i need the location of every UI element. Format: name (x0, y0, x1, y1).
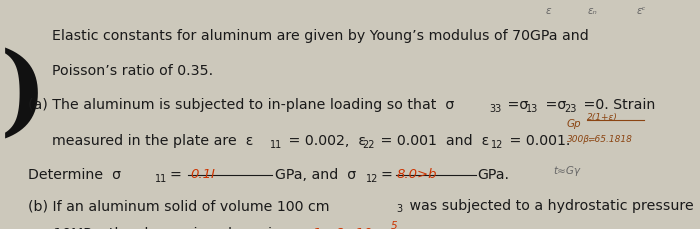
Text: (b) If an aluminum solid of volume 100 cm: (b) If an aluminum solid of volume 100 c… (28, 199, 330, 213)
Text: =65.1818: =65.1818 (587, 135, 631, 144)
Text: 13: 13 (526, 104, 539, 114)
Text: cm: cm (447, 227, 468, 229)
Text: =σ: =σ (541, 98, 566, 112)
Text: =: = (381, 168, 398, 182)
Text: 23: 23 (564, 104, 577, 114)
Text: = 0.002,  ε: = 0.002, ε (284, 134, 365, 148)
Text: 11: 11 (155, 174, 167, 184)
Text: measured in the plate are  ε: measured in the plate are ε (52, 134, 254, 148)
Text: GPa, and  σ: GPa, and σ (275, 168, 356, 182)
Text: 22: 22 (363, 140, 375, 150)
Text: 11: 11 (270, 140, 281, 150)
Text: Gp: Gp (567, 119, 582, 129)
Text: was subjected to a hydrostatic pressure: was subjected to a hydrostatic pressure (405, 199, 694, 213)
Text: 12: 12 (367, 174, 379, 184)
Text: (a) The aluminum is subjected to in-plane loading so that  σ: (a) The aluminum is subjected to in-plan… (28, 98, 454, 112)
Text: =0. Strain: =0. Strain (579, 98, 655, 112)
Text: =σ: =σ (503, 98, 528, 112)
Text: Poisson’s ratio of 0.35.: Poisson’s ratio of 0.35. (52, 64, 214, 78)
Text: 12: 12 (491, 140, 503, 150)
Text: 5: 5 (391, 221, 397, 229)
Text: 1.>8×10: 1.>8×10 (312, 227, 372, 229)
Text: 8.0>b: 8.0>b (397, 168, 438, 181)
Text: =: = (170, 168, 186, 182)
Text: = 0.001  and  ε: = 0.001 and ε (377, 134, 489, 148)
Text: .: . (476, 227, 480, 229)
Text: εₙ: εₙ (588, 6, 598, 16)
Text: t≈Gγ: t≈Gγ (553, 166, 580, 176)
Text: p =10MPa, the change in volume is: p =10MPa, the change in volume is (28, 227, 279, 229)
Text: ε: ε (546, 6, 552, 16)
Text: Elastic constants for aluminum are given by Young’s modulus of 70GPa and: Elastic constants for aluminum are given… (52, 29, 589, 43)
Text: εᶜ: εᶜ (637, 6, 647, 16)
Text: GPa.: GPa. (477, 168, 510, 182)
Text: 33: 33 (489, 104, 501, 114)
Text: ): ) (0, 48, 47, 145)
Text: 2(1+ε): 2(1+ε) (587, 113, 617, 122)
Text: = 0.001.: = 0.001. (505, 134, 570, 148)
Text: 3: 3 (396, 204, 402, 214)
Text: 0.1Ӏ: 0.1Ӏ (190, 168, 216, 181)
Text: 300β.: 300β. (567, 135, 593, 144)
Text: Determine  σ: Determine σ (28, 168, 121, 182)
